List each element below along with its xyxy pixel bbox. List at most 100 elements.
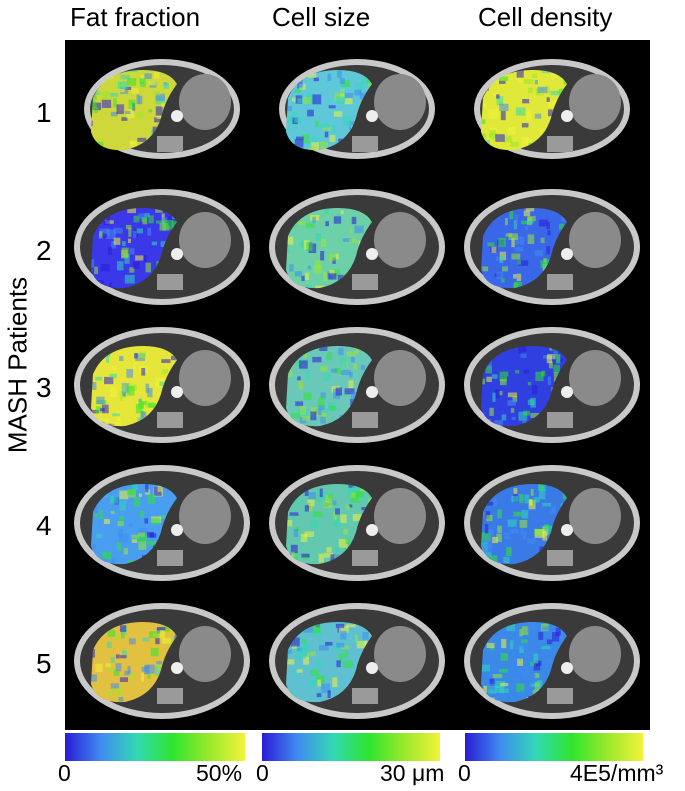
texture-patch <box>130 141 138 148</box>
spine <box>157 274 183 290</box>
texture-patch <box>315 285 325 289</box>
texture-patch <box>309 425 319 427</box>
texture-patch <box>558 223 565 230</box>
texture-patch <box>332 124 336 133</box>
texture-patch <box>361 507 369 511</box>
texture-patch <box>507 519 517 527</box>
texture-patch <box>315 120 319 128</box>
texture-patch <box>360 365 365 371</box>
texture-patch <box>491 246 497 253</box>
texture-patch <box>149 533 157 538</box>
texture-patch <box>301 134 310 144</box>
texture-patch <box>487 360 492 370</box>
texture-patch <box>340 357 347 368</box>
texture-patch <box>154 666 162 676</box>
texture-patch <box>490 646 495 651</box>
texture-patch <box>109 373 117 378</box>
texture-patch <box>359 92 368 100</box>
texture-patch <box>136 94 140 105</box>
texture-patch <box>160 241 167 247</box>
spine <box>547 550 573 566</box>
texture-patch <box>129 638 136 645</box>
texture-patch <box>91 649 95 658</box>
texture-patch <box>335 387 343 396</box>
texture-patch <box>156 627 161 634</box>
texture-patch <box>501 278 505 283</box>
texture-patch <box>321 238 327 248</box>
texture-patch <box>524 79 534 84</box>
texture-patch <box>338 347 344 356</box>
texture-patch <box>534 79 538 85</box>
texture-patch <box>320 416 326 424</box>
texture-patch <box>362 631 369 640</box>
texture-patch <box>523 651 530 658</box>
texture-patch <box>496 271 504 280</box>
texture-patch <box>312 136 319 144</box>
texture-patch <box>128 99 136 110</box>
texture-patch <box>548 109 553 117</box>
mri-slice-density-patient-5 <box>455 592 650 730</box>
texture-patch <box>138 351 147 359</box>
texture-patch <box>303 656 309 665</box>
aorta <box>366 386 378 398</box>
texture-patch <box>551 73 558 78</box>
texture-patch <box>115 663 122 672</box>
texture-patch <box>542 502 551 507</box>
texture-patch <box>484 523 489 534</box>
texture-patch <box>337 274 344 282</box>
texture-patch <box>310 669 320 676</box>
texture-patch <box>516 683 525 692</box>
texture-patch <box>93 102 102 111</box>
texture-patch <box>523 210 531 217</box>
texture-patch <box>290 544 298 554</box>
texture-patch <box>338 653 343 663</box>
texture-patch <box>520 639 528 644</box>
texture-patch <box>344 98 353 105</box>
texture-patch <box>486 501 494 506</box>
row-label-1: 1 <box>36 97 52 128</box>
texture-patch <box>157 485 162 492</box>
stomach-region <box>179 212 231 268</box>
texture-patch <box>93 106 98 114</box>
texture-patch <box>523 672 529 679</box>
texture-patch <box>119 356 124 361</box>
texture-patch <box>307 265 312 270</box>
mri-slice-fat-patient-2 <box>65 178 260 316</box>
texture-patch <box>140 78 146 88</box>
texture-patch <box>132 484 139 490</box>
colorbar-gradient <box>65 733 245 761</box>
column-title-cell-density: Cell density <box>478 2 613 32</box>
texture-patch <box>317 679 321 687</box>
texture-patch <box>119 625 127 632</box>
texture-patch <box>118 529 124 538</box>
texture-patch <box>512 395 518 402</box>
texture-patch <box>134 353 138 359</box>
texture-patch <box>139 510 145 518</box>
texture-patch <box>338 538 348 548</box>
texture-patch <box>342 660 353 668</box>
texture-patch <box>112 687 122 691</box>
mri-slice-fat-patient-4 <box>65 454 260 592</box>
texture-patch <box>110 111 118 117</box>
aorta <box>561 110 573 122</box>
texture-patch <box>110 657 115 663</box>
texture-patch <box>125 110 131 115</box>
texture-patch <box>95 149 103 151</box>
texture-patch <box>150 647 159 657</box>
texture-patch <box>151 518 160 525</box>
texture-patch <box>492 673 503 679</box>
stomach-region <box>179 626 231 682</box>
texture-patch <box>296 136 304 140</box>
mri-slice-size-patient-2 <box>260 178 455 316</box>
texture-patch <box>550 505 556 514</box>
texture-patch <box>514 247 524 252</box>
texture-patch <box>351 356 355 363</box>
texture-patch <box>311 142 319 151</box>
stomach-region <box>569 488 621 544</box>
texture-patch <box>543 525 553 534</box>
texture-patch <box>306 223 315 228</box>
texture-patch <box>147 227 152 236</box>
texture-patch <box>328 253 336 261</box>
texture-patch <box>117 521 124 527</box>
texture-patch <box>520 642 530 649</box>
